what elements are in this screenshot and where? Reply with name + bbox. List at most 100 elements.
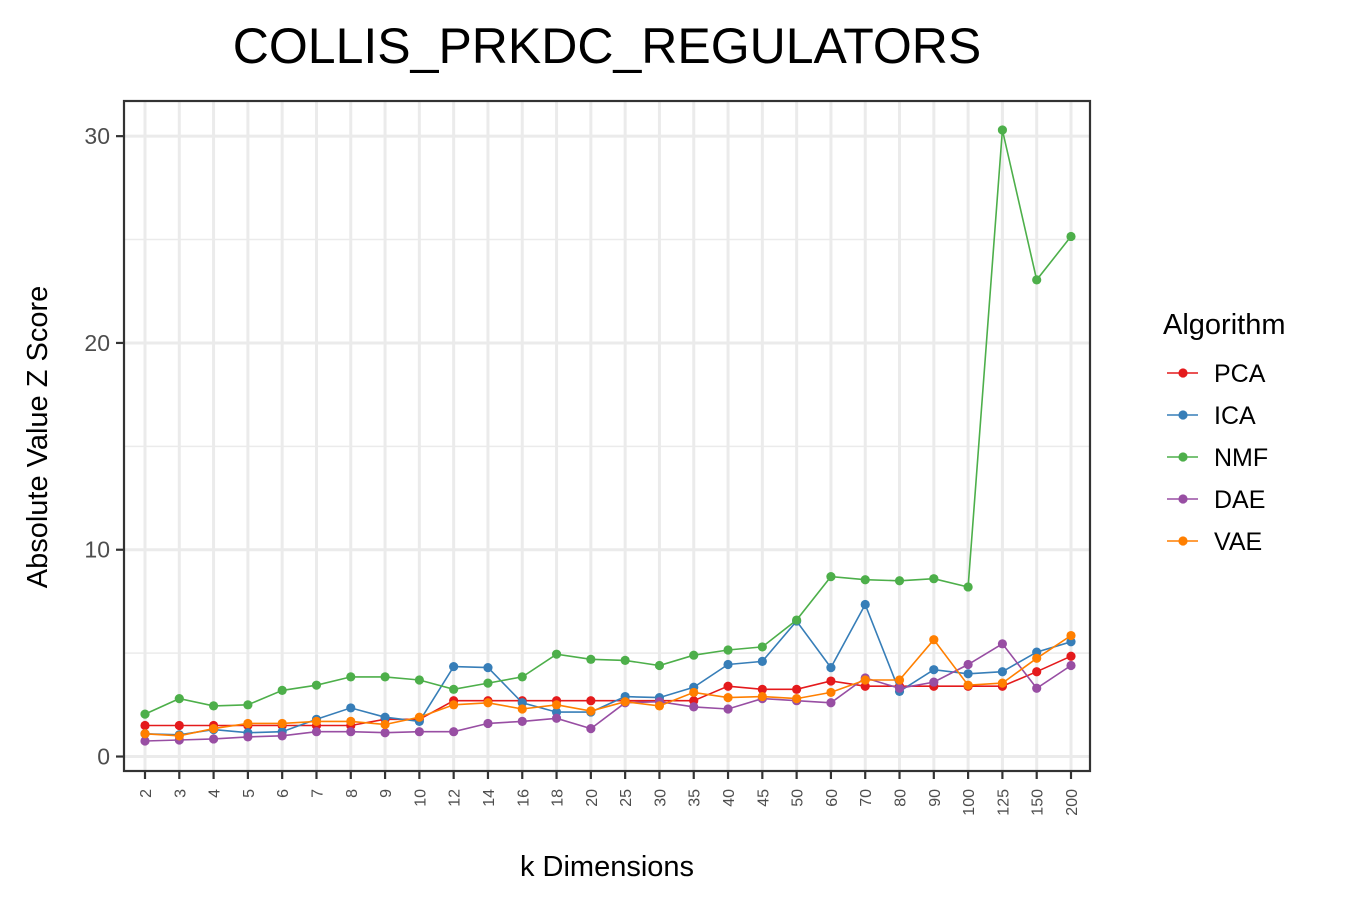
data-point-nmf <box>243 700 253 710</box>
y-axis-label: Absolute Value Z Score <box>22 286 54 589</box>
x-tick-label: 100 <box>961 789 978 816</box>
data-point-vae <box>140 729 150 739</box>
data-point-dae <box>140 736 150 746</box>
x-tick-label: 8 <box>344 789 361 798</box>
data-point-vae <box>894 675 905 685</box>
legend-key-point <box>1178 368 1188 378</box>
x-tick-label: 125 <box>995 789 1012 816</box>
legend: Algorithm PCA ICA NMF DAE VAE <box>1163 309 1286 556</box>
data-point-ica <box>826 663 836 673</box>
legend-title: Algorithm <box>1163 309 1286 341</box>
legend-label: ICA <box>1214 402 1256 430</box>
data-point-dae <box>517 716 527 726</box>
data-point-nmf <box>860 575 870 585</box>
data-point-vae <box>208 724 219 734</box>
data-point-dae <box>311 727 322 737</box>
data-point-nmf <box>517 672 527 682</box>
data-point-nmf <box>414 675 424 685</box>
x-tick-label: 5 <box>241 789 258 798</box>
x-tick-label: 14 <box>481 789 498 807</box>
data-point-vae <box>963 680 973 690</box>
legend-key-point <box>1178 494 1188 504</box>
data-point-dae <box>346 727 356 737</box>
y-tick-label: 10 <box>84 537 110 563</box>
x-tick-label: 3 <box>172 789 189 798</box>
data-point-dae <box>243 732 253 742</box>
x-tick-label: 9 <box>378 789 395 798</box>
data-point-pca <box>174 720 184 731</box>
data-point-vae <box>243 718 253 729</box>
data-point-nmf <box>380 672 390 682</box>
x-tick-label: 2 <box>138 789 155 798</box>
data-point-vae <box>380 719 390 730</box>
data-point-vae <box>449 700 459 710</box>
x-tick-label: 6 <box>275 789 292 798</box>
data-point-nmf <box>997 125 1008 135</box>
data-point-ica <box>997 667 1008 677</box>
x-tick-label: 70 <box>858 789 875 807</box>
data-point-ica <box>929 665 939 675</box>
data-point-dae <box>1032 683 1042 693</box>
data-point-dae <box>483 718 493 729</box>
data-point-dae <box>894 683 905 693</box>
data-point-ica <box>757 656 767 667</box>
data-point-ica <box>860 599 870 610</box>
data-point-vae <box>483 698 493 708</box>
x-tick-label: 40 <box>721 789 738 807</box>
data-point-vae <box>792 694 802 704</box>
x-tick-label: 30 <box>652 789 669 807</box>
legend-label: DAE <box>1214 486 1265 514</box>
data-point-vae <box>517 704 527 714</box>
data-point-vae <box>860 675 870 685</box>
legend-key-point <box>1178 410 1188 420</box>
data-point-dae <box>449 727 459 737</box>
data-point-nmf <box>929 574 939 584</box>
data-point-nmf <box>277 685 287 695</box>
legend-key-point <box>1178 452 1188 462</box>
data-point-vae <box>346 716 356 726</box>
data-point-nmf <box>208 701 219 711</box>
plot-panel-border <box>122 99 1092 773</box>
series-line-ica <box>144 602 1072 736</box>
data-point-dae <box>586 724 596 734</box>
data-point-pca <box>586 696 596 706</box>
data-point-vae <box>654 701 665 711</box>
data-point-nmf <box>346 672 356 682</box>
chart-title: COLLIS_PRKDC_REGULATORS <box>233 18 981 74</box>
data-point-dae <box>963 659 973 670</box>
data-point-pca <box>1032 667 1042 677</box>
x-axis-label: k Dimensions <box>520 851 694 883</box>
series-line-nmf <box>144 129 1072 715</box>
x-tick-label: 10 <box>412 789 429 807</box>
x-tick-label: 25 <box>618 789 635 807</box>
data-point-nmf <box>689 650 699 660</box>
x-tick-label: 45 <box>755 789 772 807</box>
legend-key-point <box>1178 536 1188 546</box>
data-point-vae <box>174 731 184 741</box>
data-point-nmf <box>792 615 802 625</box>
data-point-pca <box>826 676 836 686</box>
y-tick-label: 30 <box>84 123 110 149</box>
data-point-nmf <box>826 572 836 582</box>
data-point-vae <box>1032 653 1042 663</box>
data-point-nmf <box>140 709 150 719</box>
data-point-ica <box>346 703 356 713</box>
x-tick-label: 35 <box>687 789 704 807</box>
data-point-pca <box>757 684 767 694</box>
data-point-dae <box>414 727 424 737</box>
data-point-dae <box>723 704 733 714</box>
data-point-pca <box>723 681 733 691</box>
y-tick-label: 20 <box>84 330 110 356</box>
data-point-vae <box>723 692 733 703</box>
data-point-vae <box>414 712 424 722</box>
x-tick-label: 200 <box>1064 789 1081 816</box>
data-point-nmf <box>483 678 493 688</box>
data-point-vae <box>586 706 596 716</box>
series-lines <box>140 125 1076 746</box>
y-tick-label: 0 <box>97 744 110 770</box>
data-point-nmf <box>586 654 596 664</box>
x-tick-label: 20 <box>584 789 601 807</box>
series-line-vae <box>144 634 1072 737</box>
series-line-dae <box>144 642 1072 742</box>
